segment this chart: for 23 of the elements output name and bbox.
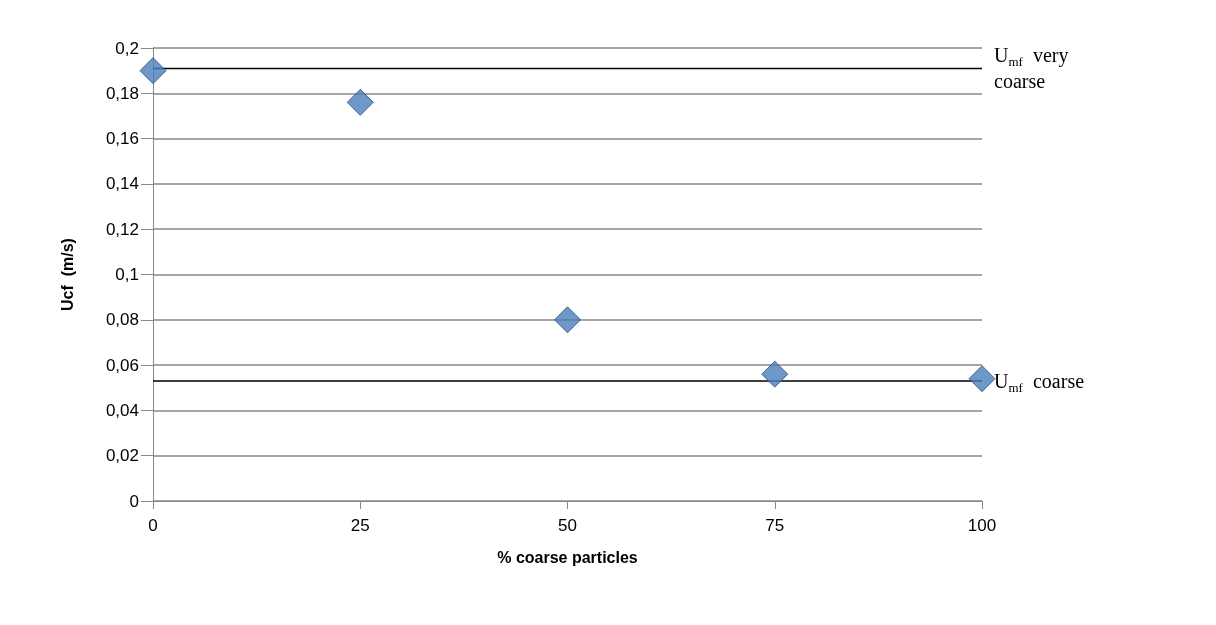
y-tick-label: 0,04 (105, 400, 139, 420)
y-tick-label: 0,16 (105, 129, 139, 149)
y-tick-label: 0,12 (105, 219, 139, 239)
y-tick-label: 0,2 (115, 38, 139, 58)
x-tick-label: 25 (350, 516, 370, 535)
x-tick-label: 0 (148, 516, 158, 535)
y-tick-label: 0,18 (105, 83, 139, 103)
y-axis-title: Ucf (m/s) (58, 238, 76, 311)
y-tick-label: 0,06 (105, 355, 139, 375)
x-tick-label: 100 (967, 516, 997, 535)
y-tick-label: 0,02 (105, 446, 139, 466)
point (554, 306, 581, 334)
y-tick-label: 0 (129, 491, 139, 511)
x-tick-label: 75 (765, 516, 785, 535)
point (968, 365, 996, 393)
point (139, 57, 167, 85)
y-tick-label: 0,14 (105, 174, 139, 194)
x-axis-title: % coarse particles (497, 548, 638, 566)
y-tick-label: 0,1 (115, 265, 139, 284)
point (761, 360, 789, 388)
x-tick-label: 50 (558, 516, 577, 535)
y-tick-label: 0,08 (105, 310, 139, 330)
point (346, 88, 374, 116)
